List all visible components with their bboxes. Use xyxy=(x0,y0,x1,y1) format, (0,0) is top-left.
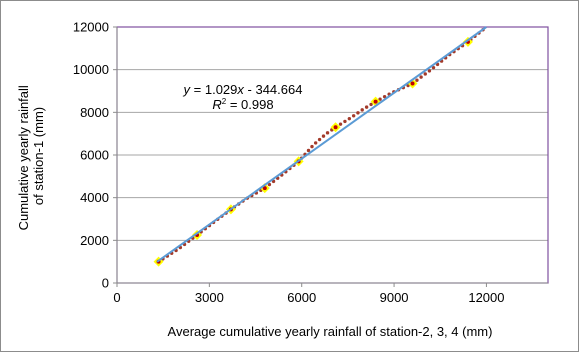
y-tick-label: 0 xyxy=(102,276,109,291)
data-point-center xyxy=(333,125,338,130)
x-tick-label: 0 xyxy=(113,290,120,305)
x-tick-label: 9000 xyxy=(380,290,409,305)
curve-dot xyxy=(360,108,364,112)
trend-equation: y = 1.029x - 344.664 xyxy=(183,82,303,97)
x-axis-title: Average cumulative yearly rainfall of st… xyxy=(168,324,493,339)
curve-dot xyxy=(347,116,352,121)
curve-dot xyxy=(267,182,272,187)
curve-dot xyxy=(415,78,419,82)
y-tick-label: 6000 xyxy=(80,148,109,163)
curve-dot xyxy=(356,111,360,115)
y-tick-label: 4000 xyxy=(80,190,109,205)
curve-dot xyxy=(321,134,326,138)
curve-dot xyxy=(310,144,314,149)
y-axis-title: Cumulative yearly rainfall of station-1 … xyxy=(16,82,46,231)
curve-dot xyxy=(419,75,423,79)
y-axis: 0 2000 4000 6000 8000 10000 12000 xyxy=(73,20,118,291)
grid-lines xyxy=(117,26,548,241)
trendline-path xyxy=(156,26,487,263)
curve-dot xyxy=(317,137,322,142)
y-tick-label: 2000 xyxy=(80,233,109,248)
curve-dot xyxy=(431,65,436,70)
curve-dot xyxy=(382,94,387,99)
curve-dot xyxy=(369,102,373,107)
curve-dot xyxy=(351,114,356,118)
curve-dot xyxy=(325,131,330,135)
data-point-center xyxy=(373,99,378,104)
y-tick-label: 10000 xyxy=(73,62,109,77)
y-tick-label: 12000 xyxy=(73,20,109,35)
curve-dot xyxy=(343,119,347,124)
trendline xyxy=(156,26,487,263)
curve-dot xyxy=(378,97,382,101)
curve-dot xyxy=(306,148,311,153)
curve-dot xyxy=(423,72,427,76)
curve-dot xyxy=(313,141,318,145)
x-tick-label: 12000 xyxy=(468,290,504,305)
x-tick-label: 3000 xyxy=(195,290,224,305)
x-axis: 0 3000 6000 9000 12000 xyxy=(113,282,548,305)
data-point-center xyxy=(410,81,415,86)
x-tick-label: 6000 xyxy=(287,290,316,305)
r-squared-label: R2 = 0.998 xyxy=(212,97,273,112)
curve-dot xyxy=(427,69,432,73)
data-point-center xyxy=(262,186,267,191)
y-tick-label: 8000 xyxy=(80,105,109,120)
curve-dot xyxy=(338,122,343,126)
curve-dot xyxy=(364,105,369,109)
